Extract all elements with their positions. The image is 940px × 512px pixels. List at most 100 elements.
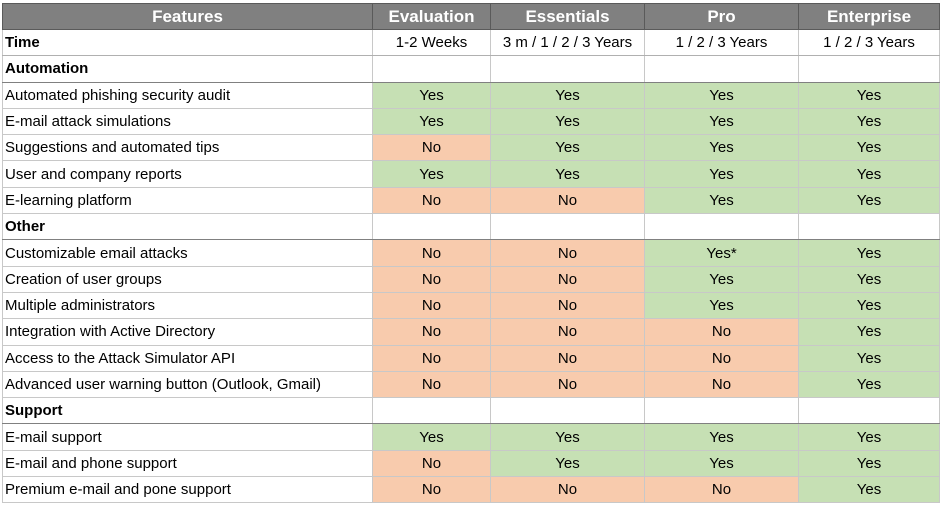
availability-cell: Yes — [798, 107, 940, 136]
section-blank-cell — [644, 397, 799, 425]
table-row: Customizable email attacks No No Yes* Yes — [2, 239, 940, 267]
availability-cell: No — [490, 344, 645, 372]
availability-cell: Yes — [644, 134, 799, 162]
table-row: Access to the Attack Simulator API No No No… — [2, 344, 940, 372]
availability-cell: Yes — [798, 318, 940, 346]
availability-cell: Yes — [490, 81, 645, 109]
availability-cell: No — [372, 265, 491, 293]
section-blank-cell — [372, 55, 491, 83]
availability-cell: Yes — [798, 265, 940, 293]
availability-cell: No — [372, 449, 491, 478]
table-row: Multiple administrators No No Yes Yes — [2, 291, 940, 320]
table-row: Suggestions and automated tips No Yes Yes Ye… — [2, 134, 940, 162]
feature-label: Access to the Attack Simulator API — [2, 344, 373, 372]
availability-cell: No — [490, 239, 645, 267]
availability-cell: Yes — [644, 107, 799, 136]
availability-cell: Yes — [644, 291, 799, 320]
availability-cell: Yes — [490, 449, 645, 478]
header-plan-evaluation: Evaluation — [372, 3, 491, 30]
header-plan-enterprise: Enterprise — [798, 3, 940, 30]
availability-cell: Yes — [644, 81, 799, 109]
availability-cell: No — [372, 476, 491, 504]
section-blank-cell — [798, 397, 940, 425]
availability-cell: No — [490, 291, 645, 320]
availability-cell: Yes — [644, 160, 799, 188]
section-title: Other — [2, 213, 373, 241]
feature-label: E-mail and phone support — [2, 449, 373, 478]
availability-cell: No — [372, 344, 491, 372]
availability-cell: Yes — [490, 423, 645, 451]
section-title: Support — [2, 397, 373, 425]
section-blank-cell — [644, 213, 799, 241]
section-blank-cell — [490, 213, 645, 241]
table-row: Integration with Active Directory No No No Y… — [2, 318, 940, 346]
availability-cell: Yes — [798, 344, 940, 372]
feature-label: Premium e-mail and pone support — [2, 476, 373, 504]
availability-cell: No — [372, 186, 491, 215]
table-row: Premium e-mail and pone support No No No Yes — [2, 476, 940, 504]
time-value: 1 / 2 / 3 Years — [644, 28, 799, 57]
feature-comparison-table: Features Evaluation Essentials Pro Enter… — [2, 3, 940, 504]
availability-cell: No — [644, 318, 799, 346]
availability-cell: Yes — [798, 81, 940, 109]
feature-label: Automated phishing security audit — [2, 81, 373, 109]
table-row: Automated phishing security audit Yes Yes Y… — [2, 81, 940, 109]
availability-cell: Yes — [372, 160, 491, 188]
availability-cell: No — [490, 318, 645, 346]
availability-cell: No — [490, 370, 645, 399]
time-value: 1 / 2 / 3 Years — [798, 28, 940, 57]
feature-label: Multiple administrators — [2, 291, 373, 320]
section-title: Automation — [2, 55, 373, 83]
section-header-row: Support — [2, 397, 940, 425]
header-plan-essentials: Essentials — [490, 3, 645, 30]
table-row: User and company reports Yes Yes Yes Yes — [2, 160, 940, 188]
feature-label: Customizable email attacks — [2, 239, 373, 267]
table-body: Time 1-2 Weeks 3 m / 1 / 2 / 3 Years 1 /… — [2, 28, 940, 504]
header-row: Features Evaluation Essentials Pro Enter… — [2, 3, 940, 30]
availability-cell: Yes* — [644, 239, 799, 267]
section-blank-cell — [490, 397, 645, 425]
availability-cell: No — [372, 370, 491, 399]
feature-label: Integration with Active Directory — [2, 318, 373, 346]
availability-cell: Yes — [798, 423, 940, 451]
section-blank-cell — [372, 397, 491, 425]
availability-cell: No — [490, 265, 645, 293]
table-row: Creation of user groups No No Yes Yes — [2, 265, 940, 293]
table-row: E-mail and phone support No Yes Yes Yes — [2, 449, 940, 478]
availability-cell: Yes — [490, 134, 645, 162]
time-value: 3 m / 1 / 2 / 3 Years — [490, 28, 645, 57]
availability-cell: Yes — [798, 186, 940, 215]
feature-label: E-learning platform — [2, 186, 373, 215]
availability-cell: Yes — [798, 476, 940, 504]
availability-cell: Yes — [372, 81, 491, 109]
availability-cell: Yes — [372, 423, 491, 451]
section-header-row: Other — [2, 213, 940, 241]
availability-cell: Yes — [644, 449, 799, 478]
feature-label: E-mail attack simulations — [2, 107, 373, 136]
feature-label: Creation of user groups — [2, 265, 373, 293]
time-value: 1-2 Weeks — [372, 28, 491, 57]
availability-cell: Yes — [372, 107, 491, 136]
section-blank-cell — [798, 55, 940, 83]
feature-label: Advanced user warning button (Outlook, G… — [2, 370, 373, 399]
table-row: E-mail attack simulations Yes Yes Yes Yes — [2, 107, 940, 136]
availability-cell: Yes — [798, 449, 940, 478]
availability-cell: Yes — [798, 291, 940, 320]
availability-cell: No — [490, 476, 645, 504]
availability-cell: No — [372, 134, 491, 162]
availability-cell: Yes — [644, 265, 799, 293]
table-row: E-mail support Yes Yes Yes Yes — [2, 423, 940, 451]
availability-cell: Yes — [798, 160, 940, 188]
availability-cell: No — [490, 186, 645, 215]
time-label: Time — [2, 28, 373, 57]
feature-label: User and company reports — [2, 160, 373, 188]
availability-cell: No — [644, 370, 799, 399]
availability-cell: Yes — [644, 423, 799, 451]
availability-cell: No — [644, 476, 799, 504]
availability-cell: No — [644, 344, 799, 372]
section-blank-cell — [490, 55, 645, 83]
section-header-row: Automation — [2, 55, 940, 83]
availability-cell: No — [372, 239, 491, 267]
section-blank-cell — [798, 213, 940, 241]
availability-cell: Yes — [644, 186, 799, 215]
